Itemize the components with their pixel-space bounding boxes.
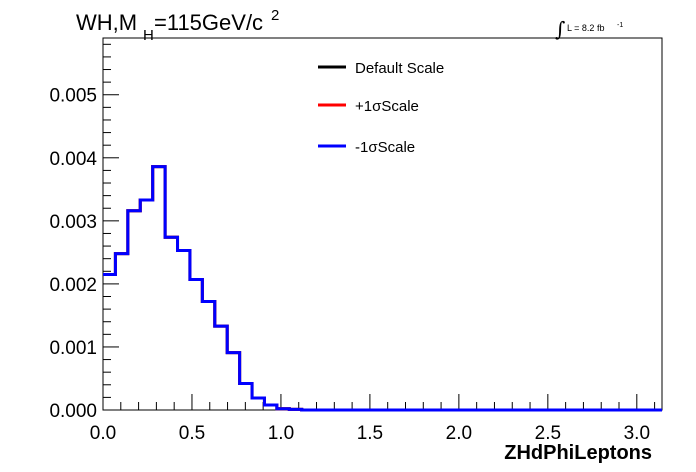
x-tick-label: 1.0 [268, 423, 294, 444]
y-tick-label: 0.001 [49, 338, 97, 359]
plot-frame [102, 37, 663, 411]
legend-entry-minus: -1σScale [318, 139, 415, 156]
series-line-2 [103, 165, 662, 412]
series-line-1 [103, 165, 662, 412]
legend-label-default: Default Scale [355, 60, 444, 77]
y-tick-label: 0.003 [49, 212, 97, 233]
y-tick-label: 0.000 [49, 401, 97, 422]
chart-title: WH,M H =115GeV/c 2 [76, 7, 279, 44]
legend-label-plus: +1σScale [355, 98, 419, 115]
title-subscript: H [143, 27, 154, 44]
title-main: WH,M [76, 10, 137, 35]
luminosity-label: ∫ L = 8.2 fb -1 [555, 17, 623, 41]
x-axis: 0.0 0.5 1.0 1.5 2.0 2.5 3.0 [90, 394, 656, 444]
luminosity-superscript: -1 [617, 22, 623, 29]
legend: Default Scale +1σScale -1σScale [318, 60, 444, 156]
y-axis: 0.000 0.001 0.002 0.003 0.004 0.005 [49, 43, 119, 422]
y-tick-label: 0.002 [49, 275, 97, 296]
x-axis-label: ZHdPhiLeptons [504, 442, 652, 464]
legend-label-minus: -1σScale [355, 139, 415, 156]
title-rest: =115GeV/c [154, 10, 263, 35]
luminosity-text: L = 8.2 fb [567, 23, 604, 33]
y-tick-label: 0.004 [49, 149, 97, 170]
series-layer [103, 165, 662, 412]
title-superscript: 2 [271, 7, 279, 24]
legend-entry-plus: +1σScale [318, 98, 419, 115]
integral-sign: ∫ [555, 17, 565, 41]
x-tick-label: 0.5 [179, 423, 205, 444]
series-line-0 [103, 165, 662, 412]
legend-entry-default: Default Scale [318, 60, 444, 77]
x-tick-label: 2.5 [535, 423, 561, 444]
y-tick-label: 0.005 [49, 86, 97, 107]
x-tick-label: 3.0 [624, 423, 650, 444]
x-tick-label: 1.5 [357, 423, 383, 444]
x-tick-label: 2.0 [446, 423, 472, 444]
x-tick-label: 0.0 [90, 423, 116, 444]
